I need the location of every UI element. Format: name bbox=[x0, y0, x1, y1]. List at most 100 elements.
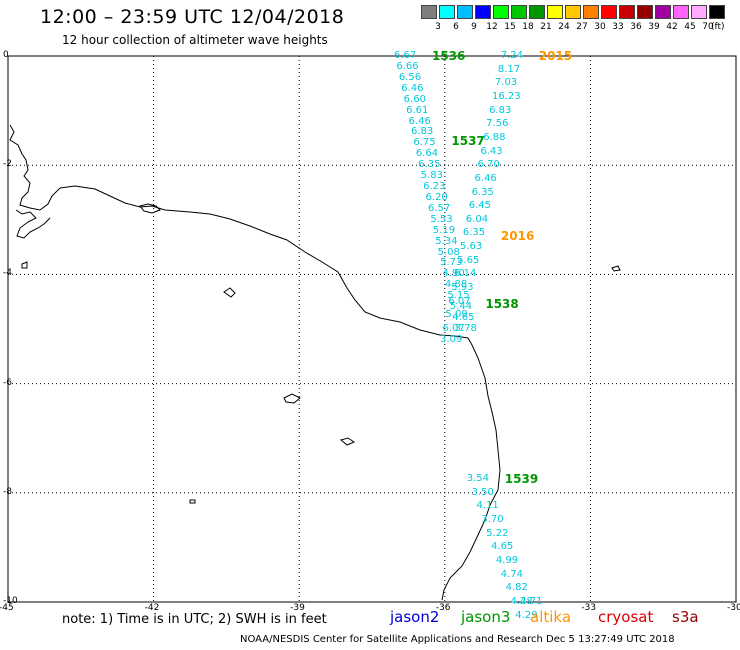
swh-value: 4.65 bbox=[491, 541, 514, 553]
lat-tick-label: -4 bbox=[3, 268, 12, 279]
map-title: 12:00 – 23:59 UTC 12/04/2018 bbox=[40, 6, 345, 28]
legend-swatch bbox=[511, 5, 527, 19]
swh-value: 6.46 bbox=[408, 115, 431, 127]
swh-value: 6.66 bbox=[396, 60, 419, 72]
legend-label: 33 bbox=[612, 22, 624, 32]
legend-label: 24 bbox=[558, 22, 570, 32]
swh-value: 6.20 bbox=[425, 191, 448, 203]
swh-value: 8.17 bbox=[497, 63, 521, 75]
swh-value: 16.23 bbox=[492, 90, 521, 102]
swh-value: 6.35 bbox=[462, 227, 486, 239]
swh-value: 6.46 bbox=[401, 82, 424, 94]
swh-value: 6.83 bbox=[489, 104, 512, 116]
legend-swatch bbox=[547, 5, 563, 19]
swh-value: 5.83 bbox=[420, 170, 443, 182]
swh-value: 5.22 bbox=[486, 527, 509, 539]
credit-line: NOAA/NESDIS Center for Satellite Applica… bbox=[240, 634, 675, 645]
legend-unit: (ft) bbox=[711, 22, 725, 32]
legend-label: 21 bbox=[540, 22, 552, 32]
legend-swatch bbox=[583, 5, 599, 19]
island-c bbox=[339, 437, 356, 446]
swh-value: 5.19 bbox=[432, 224, 456, 236]
coastline bbox=[59, 185, 501, 601]
swh-value: 4.29 bbox=[515, 609, 538, 621]
swh-value: 5.73 bbox=[440, 257, 463, 269]
pass-number: 1536 bbox=[431, 49, 466, 63]
lat-tick-label: -6 bbox=[3, 377, 12, 388]
legend-label: 6 bbox=[453, 22, 459, 32]
swh-value: 5.44 bbox=[449, 301, 473, 313]
legend-swatch bbox=[529, 5, 545, 19]
lat-tick-label: 0 bbox=[3, 50, 9, 60]
legend-swatch bbox=[439, 5, 455, 19]
legend-label: 39 bbox=[648, 22, 660, 32]
island-d bbox=[189, 499, 196, 504]
legend-swatch bbox=[709, 5, 725, 19]
swh-value: 6.60 bbox=[403, 93, 426, 105]
swh-value: 4.74 bbox=[500, 568, 523, 580]
swh-value: 3.78 bbox=[454, 323, 477, 334]
swh-value: 4.65 bbox=[452, 312, 475, 324]
coastline-west bbox=[9, 124, 61, 211]
legend-swatch bbox=[493, 5, 509, 19]
legend-swatch bbox=[691, 5, 707, 19]
swh-value: 5.93 bbox=[451, 282, 474, 294]
island-a bbox=[223, 287, 236, 298]
island-marajo bbox=[139, 203, 161, 214]
lon-tick-label: -30 bbox=[727, 603, 740, 613]
swh-value: 6.57 bbox=[427, 202, 451, 214]
swh-value: 7.56 bbox=[486, 118, 509, 130]
swh-value: 4.11 bbox=[476, 500, 499, 512]
lon-tick-label: -42 bbox=[144, 603, 160, 613]
legend-label: 18 bbox=[522, 22, 534, 32]
coastline-west-inner bbox=[15, 209, 51, 239]
swh-value: 6.70 bbox=[477, 159, 500, 171]
legend-label: 36 bbox=[630, 22, 642, 32]
swh-value: 6.23 bbox=[423, 181, 446, 193]
island-f bbox=[21, 261, 28, 269]
swh-value: 4.82 bbox=[505, 582, 528, 594]
swh-value: 5.53 bbox=[430, 213, 453, 225]
swh-value: 6.46 bbox=[474, 172, 497, 184]
swh-value: 6.35 bbox=[418, 159, 441, 171]
swh-value: 6.88 bbox=[483, 131, 506, 143]
swh-value: 5.34 bbox=[435, 235, 458, 247]
legend-label: 15 bbox=[504, 22, 516, 32]
legend-swatch bbox=[421, 5, 437, 19]
satellite-s3a: s3a bbox=[672, 608, 699, 626]
island-b bbox=[283, 393, 301, 404]
pass-number: 1538 bbox=[485, 297, 519, 312]
swh-value: 6.14 bbox=[454, 268, 477, 280]
swh-value: 4.99 bbox=[495, 555, 519, 567]
swh-value: 6.04 bbox=[465, 213, 489, 225]
legend-swatch bbox=[673, 5, 689, 19]
swh-value: 6.75 bbox=[413, 137, 436, 149]
swh-value: 6.45 bbox=[468, 200, 491, 212]
swh-value: 6.67 bbox=[393, 50, 417, 61]
pass-number: 2015 bbox=[538, 49, 573, 63]
satellite-jason2: jason2 bbox=[390, 608, 440, 626]
swh-value: 3.50 bbox=[471, 486, 494, 498]
lon-tick-label: -39 bbox=[290, 603, 305, 613]
lon-tick-label: -33 bbox=[581, 603, 597, 613]
lat-tick-label: -2 bbox=[3, 159, 12, 170]
swh-value: 5.63 bbox=[459, 241, 483, 253]
lon-tick-label: -45 bbox=[0, 603, 14, 613]
swh-value: 6.64 bbox=[415, 148, 439, 160]
swh-value: 3.09 bbox=[440, 333, 463, 345]
legend-label: 30 bbox=[594, 22, 606, 32]
legend-swatch bbox=[655, 5, 671, 19]
swh-value: 6.07 bbox=[448, 295, 471, 307]
swh-value: 6.43 bbox=[480, 145, 503, 157]
legend-swatch bbox=[637, 5, 653, 19]
swh-value: 5.15 bbox=[447, 290, 470, 302]
swh-value: 6.83 bbox=[410, 126, 434, 138]
swh-value: 7.24 bbox=[500, 50, 523, 61]
legend-label: 3 bbox=[435, 22, 441, 32]
swh-value: 3.70 bbox=[481, 514, 504, 526]
footnote: note: 1) Time is in UTC; 2) SWH is in fe… bbox=[62, 612, 327, 627]
map-subtitle: 12 hour collection of altimeter wave hei… bbox=[62, 33, 328, 47]
legend-swatch bbox=[619, 5, 635, 19]
legend-label: 27 bbox=[576, 22, 588, 32]
